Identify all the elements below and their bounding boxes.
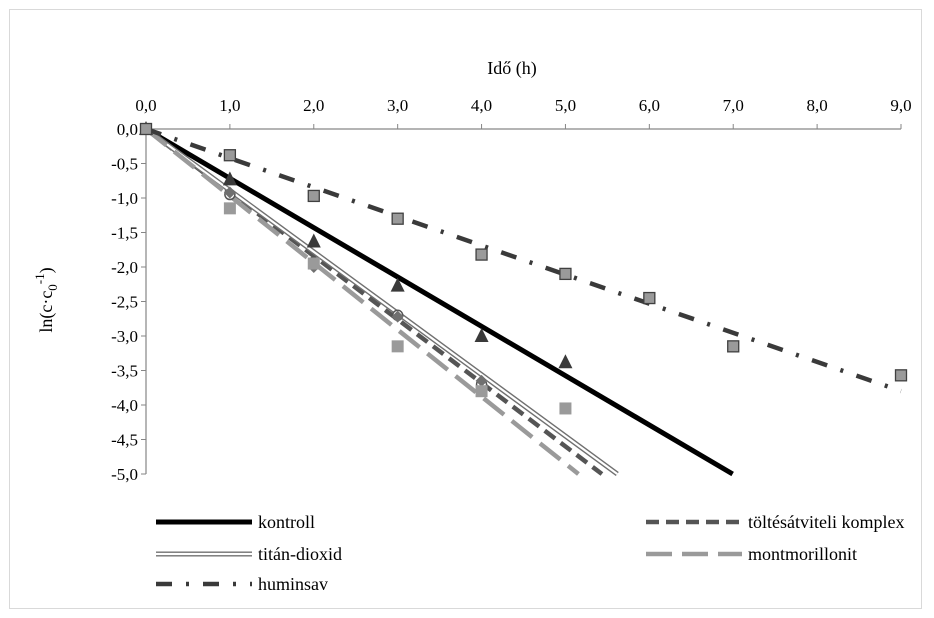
marker-4 <box>391 212 404 225</box>
marker-0 <box>222 171 237 186</box>
y-tick-label: -0,5 <box>111 155 138 174</box>
y-tick-label: -3,5 <box>111 362 138 381</box>
marker-0 <box>306 233 321 248</box>
y-axis-title-sub: 0 <box>45 284 60 291</box>
marker-4 <box>307 189 320 203</box>
trend-lines <box>144 126 902 477</box>
marker-3 <box>391 340 404 353</box>
trend-line-4 <box>145 126 902 394</box>
x-tick-label: 4,0 <box>471 96 492 115</box>
y-tick-label: -5,0 <box>111 465 138 484</box>
data-markers <box>139 121 908 415</box>
marker-4 <box>894 369 908 382</box>
marker-3 <box>223 202 236 215</box>
marker-0 <box>558 354 573 369</box>
y-tick-label: 0,0 <box>117 120 138 139</box>
legend-label-0: kontroll <box>258 512 315 532</box>
y-tick-label: -2,5 <box>111 293 138 312</box>
marker-4 <box>643 291 656 305</box>
y-tick-label: -4,5 <box>111 431 138 450</box>
marker-2 <box>223 186 236 199</box>
trend-line-3 <box>144 127 580 476</box>
y-axis-title: ln(c·c0-1) <box>32 267 60 332</box>
y-tick-label: -2,0 <box>111 258 138 277</box>
x-tick-label: 7,0 <box>723 96 744 115</box>
x-tick-label: 6,0 <box>639 96 660 115</box>
legend: kontroll töltésátviteli komplex titán-diox… <box>156 512 904 594</box>
y-axis-title-sup: -1 <box>32 273 47 284</box>
marker-4 <box>223 149 237 162</box>
chart-frame <box>9 9 922 609</box>
y-tick-label: -3,0 <box>111 327 138 346</box>
trend-line-2 <box>145 128 618 475</box>
marker-3 <box>559 402 572 415</box>
legend-label-4: huminsav <box>258 574 328 594</box>
x-tick-label: 1,0 <box>219 96 240 115</box>
y-tick-label: -4,0 <box>111 396 138 415</box>
marker-4 <box>727 340 740 353</box>
marker-3 <box>475 385 488 398</box>
trend-line-1 <box>144 127 604 476</box>
x-tick-label: 2,0 <box>303 96 324 115</box>
x-tick-label: 5,0 <box>555 96 576 115</box>
x-tick-label: 3,0 <box>387 96 408 115</box>
x-tick-label: 0,0 <box>135 96 156 115</box>
chart-axes: 0,0 1,0 2,0 3,0 4,0 5,0 6,0 7,0 8,0 9,0 0,0 -0,5 -1,… <box>111 96 912 484</box>
marker-4 <box>475 248 488 261</box>
x-axis-title: Idő (h) <box>487 58 536 79</box>
y-tick-label: -1,0 <box>111 189 138 208</box>
marker-3 <box>307 257 320 270</box>
legend-label-3: montmorillonit <box>748 544 857 564</box>
marker-4 <box>139 122 153 136</box>
trend-line-0 <box>144 126 734 477</box>
x-tick-label: 8,0 <box>806 96 827 115</box>
y-axis-title-main: ln(c·c <box>36 291 57 333</box>
y-tick-label: -1,5 <box>111 224 138 243</box>
legend-label-2: titán-dioxid <box>258 544 342 564</box>
x-tick-label: 9,0 <box>890 96 911 115</box>
marker-4 <box>559 267 572 281</box>
marker-2 <box>391 310 404 323</box>
y-axis-title-close: ) <box>36 267 57 273</box>
marker-2 <box>475 374 488 387</box>
legend-label-1: töltésátviteli komplex <box>748 512 904 532</box>
marker-0 <box>474 328 489 342</box>
marker-0 <box>390 277 405 292</box>
